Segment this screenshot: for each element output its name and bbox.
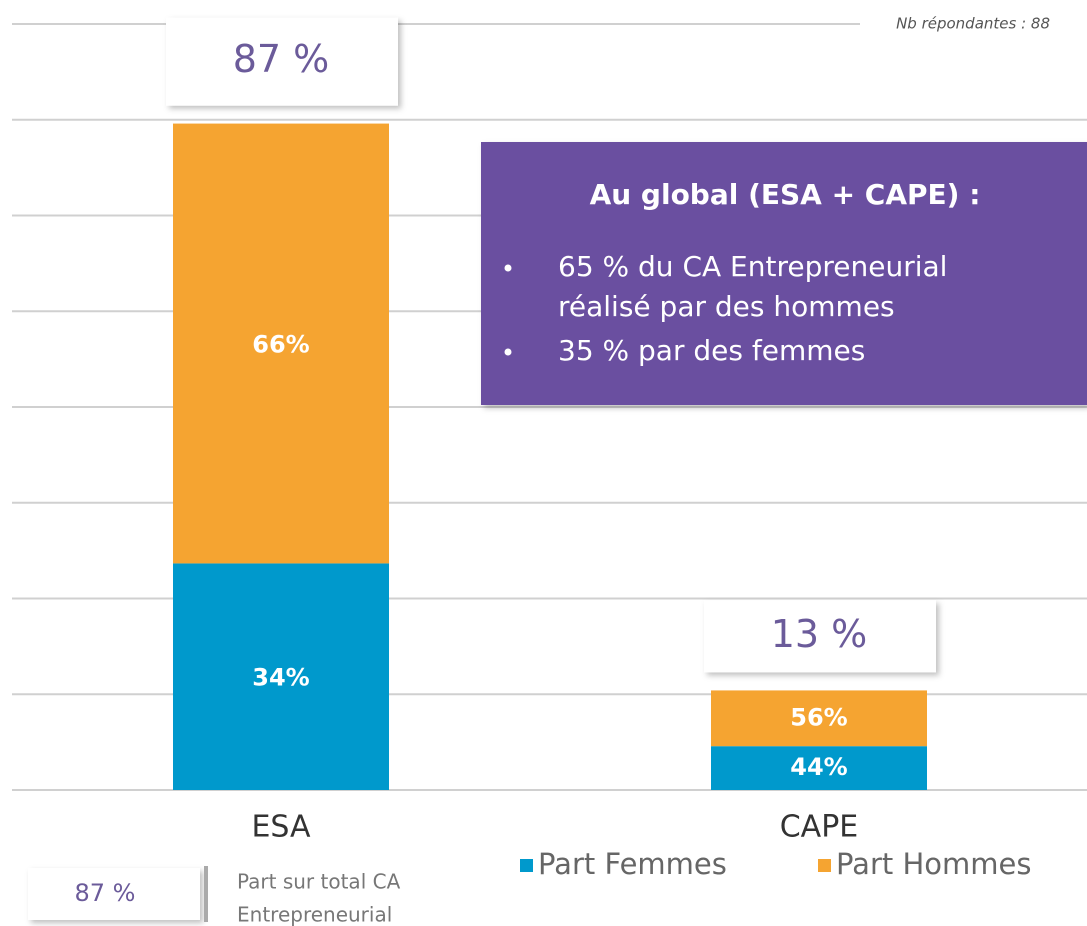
total-box: [704, 600, 936, 673]
bar-segment: [711, 690, 927, 747]
legend-swatch: [818, 859, 831, 872]
legend-key-text: Part sur total CA: [237, 870, 401, 894]
bullet-dot: [504, 348, 512, 356]
note: Nb répondantes : 88: [896, 15, 1050, 33]
total-label: 13 %: [771, 612, 868, 656]
legend-key-text: Entrepreneurial: [237, 903, 392, 926]
legend-swatch: [520, 859, 533, 872]
annotation-bullet: 65 % du CA Entrepreneurial: [558, 250, 947, 283]
x-tick-label: CAPE: [780, 810, 859, 845]
x-tick-label: ESA: [251, 810, 311, 845]
bullet-dot: [504, 264, 512, 272]
bar-segment: [173, 123, 389, 564]
annotation-bullet: 35 % par des femmes: [558, 334, 865, 367]
value-label: 44%: [790, 753, 847, 781]
bar-segment: [711, 746, 927, 790]
value-label: 34%: [252, 664, 309, 692]
legend-key-box: [28, 868, 200, 920]
annotation-title: Au global (ESA + CAPE) :: [590, 178, 981, 211]
legend-label: Part Hommes: [836, 847, 1031, 881]
annotation-bullet: réalisé par des hommes: [558, 290, 895, 323]
value-label: 66%: [252, 330, 309, 358]
bar-segment: [173, 563, 389, 790]
value-label: 56%: [790, 703, 847, 731]
legend-key-label: 87 %: [75, 879, 136, 907]
total-box: [166, 17, 398, 106]
annotation-box: [481, 142, 1087, 405]
legend-key-divider: [204, 866, 208, 922]
total-label: 87 %: [233, 37, 330, 81]
legend-label: Part Femmes: [538, 847, 727, 881]
